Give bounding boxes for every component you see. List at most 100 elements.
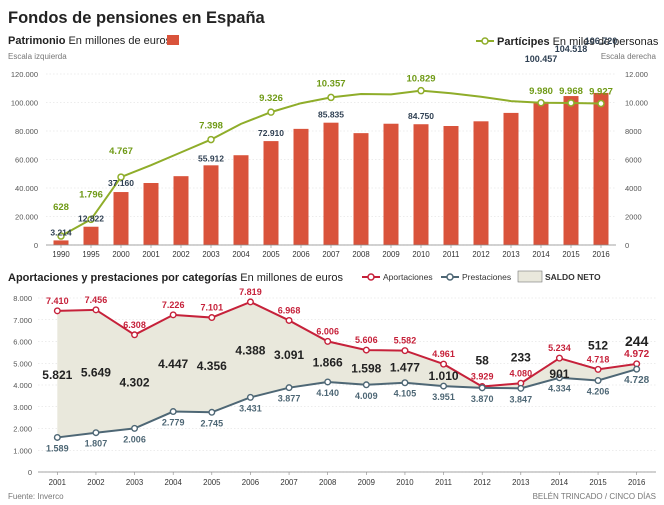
top-x-tick-label: 2001 (142, 250, 159, 259)
patrimonio-bar (323, 122, 339, 245)
patrimonio-bar (353, 133, 369, 245)
flows-subtitle: En millones de euros (240, 272, 343, 284)
patrimonio-bar (203, 165, 219, 245)
prestaciones-data-label: 4.334 (548, 384, 571, 394)
aportaciones-data-label: 4.972 (624, 349, 649, 360)
saldo-neto-data-label: 1.477 (390, 361, 420, 375)
participes-data-label: 628 (53, 202, 69, 213)
scale-right-note: Escala derecha (601, 52, 657, 61)
saldo-neto-data-label: 233 (511, 350, 531, 364)
patrimonio-bar (113, 192, 129, 245)
top-x-tick-label: 2006 (292, 250, 309, 259)
patrimonio-data-label: 85.835 (318, 110, 344, 120)
main-title: Fondos de pensiones en España (8, 9, 266, 27)
top-x-tick-label: 2003 (202, 250, 219, 259)
top-x-tick-label: 2004 (232, 250, 250, 259)
prestaciones-data-label: 3.877 (278, 394, 301, 404)
bottom-x-tick-label: 2009 (358, 478, 375, 487)
aportaciones-data-label: 7.226 (162, 300, 185, 310)
patrimonio-bar (413, 124, 429, 245)
top-left-tick-label: 120.000 (11, 70, 38, 79)
legend-saldo-swatch (517, 270, 543, 283)
patrimonio-data-label: 12.822 (78, 214, 104, 224)
participes-data-label: 4.767 (109, 146, 133, 157)
prestaciones-data-label: 4.105 (394, 389, 417, 399)
top-x-tick-label: 2000 (112, 250, 130, 259)
patrimonio-bar (173, 176, 189, 245)
prestaciones-data-label: 2.006 (123, 434, 146, 444)
participes-data-label: 9.980 (529, 86, 553, 97)
flows-lines (53, 298, 641, 441)
aportaciones-marker (131, 331, 139, 339)
prestaciones-marker (246, 393, 254, 401)
legend-aportaciones-label: Aportaciones (383, 272, 433, 282)
aportaciones-marker (285, 316, 293, 324)
bottom-x-tick-label: 2002 (87, 478, 104, 487)
aportaciones-marker (555, 354, 563, 362)
aportaciones-data-label: 5.582 (394, 336, 417, 346)
patrimonio-data-label: 3.214 (50, 227, 72, 237)
patrimonio-bar (383, 123, 399, 245)
top-chart-right-axis: 0 2000 4000 6000 8000 10.000 12.000 (625, 70, 648, 250)
bottom-tick-label: 0 (28, 468, 32, 477)
patrimonio-bar (233, 155, 249, 245)
prestaciones-data-label: 2.745 (201, 418, 224, 428)
aportaciones-data-label: 7.410 (46, 296, 69, 306)
legend-saldo-label: SALDO NETO (545, 272, 601, 282)
aportaciones-marker (169, 311, 177, 319)
patrimonio-subtitle: En millones de euros (68, 35, 171, 47)
saldo-neto-data-label: 1.010 (429, 369, 459, 383)
patrimonio-bar (443, 126, 459, 245)
aportaciones-data-label: 5.606 (355, 335, 378, 345)
aportaciones-data-label: 4.961 (432, 349, 455, 359)
flows-title: Aportaciones y prestaciones por categorí… (8, 272, 237, 284)
flows-legend: Aportaciones Prestaciones SALDO NETO (362, 270, 601, 283)
bottom-x-tick-label: 2008 (319, 478, 336, 487)
prestaciones-data-label: 3.870 (471, 394, 494, 404)
prestaciones-marker (401, 379, 409, 387)
top-chart-x-axis: 1990 1995 2000 2001 2002 2003 2004 2005 2006 2007… (46, 244, 616, 259)
patrimonio-data-label: 72.910 (258, 128, 284, 138)
bottom-x-tick-label: 2004 (165, 478, 183, 487)
top-right-tick-label: 12.000 (625, 70, 648, 79)
patrimonio-data-label: 106.720 (585, 36, 618, 46)
prestaciones-marker (594, 377, 602, 385)
bottom-tick-label: 2.000 (13, 425, 32, 434)
top-right-tick-label: 0 (625, 241, 629, 250)
top-right-tick-label: 10.000 (625, 99, 648, 108)
bottom-x-tick-label: 2016 (628, 478, 645, 487)
top-x-tick-label: 2012 (472, 250, 489, 259)
participes-marker (327, 93, 335, 102)
prestaciones-marker (208, 408, 216, 416)
patrimonio-data-label: 37.160 (108, 178, 134, 188)
patrimonio-bar (473, 121, 489, 245)
participes-marker (57, 232, 65, 240)
saldo-neto-fill (57, 301, 637, 438)
prestaciones-marker (131, 424, 139, 432)
bottom-x-tick-label: 2005 (203, 478, 221, 487)
saldo-neto-data-label: 4.447 (158, 357, 188, 371)
top-x-tick-label: 2013 (502, 250, 519, 259)
patrimonio-data-label: 84.750 (408, 111, 434, 121)
aportaciones-marker (401, 347, 409, 355)
saldo-neto-data-label: 1.598 (351, 361, 381, 375)
prestaciones-data-label: 3.431 (239, 403, 262, 413)
participes-marker (567, 99, 575, 107)
bottom-tick-label: 8.000 (13, 294, 32, 303)
bottom-x-tick-label: 2007 (280, 478, 297, 487)
top-x-tick-label: 1995 (82, 250, 100, 259)
patrimonio-data-label: 55.912 (198, 153, 224, 163)
aportaciones-marker (440, 360, 448, 368)
saldo-neto-data-label: 512 (588, 338, 608, 352)
participes-data-label: 1.796 (79, 189, 103, 200)
bottom-tick-label: 3.000 (13, 403, 32, 412)
scale-left-note: Escala izquierda (8, 52, 67, 61)
aportaciones-data-label: 5.234 (548, 343, 571, 353)
bottom-x-tick-label: 2006 (242, 478, 259, 487)
top-x-tick-label: 2015 (562, 250, 580, 259)
source-note: Fuente: Inverco (8, 492, 64, 501)
saldo-neto-area (57, 301, 637, 438)
prestaciones-marker (555, 374, 563, 382)
aportaciones-data-label: 4.718 (587, 354, 610, 364)
top-right-tick-label: 6000 (625, 156, 642, 165)
